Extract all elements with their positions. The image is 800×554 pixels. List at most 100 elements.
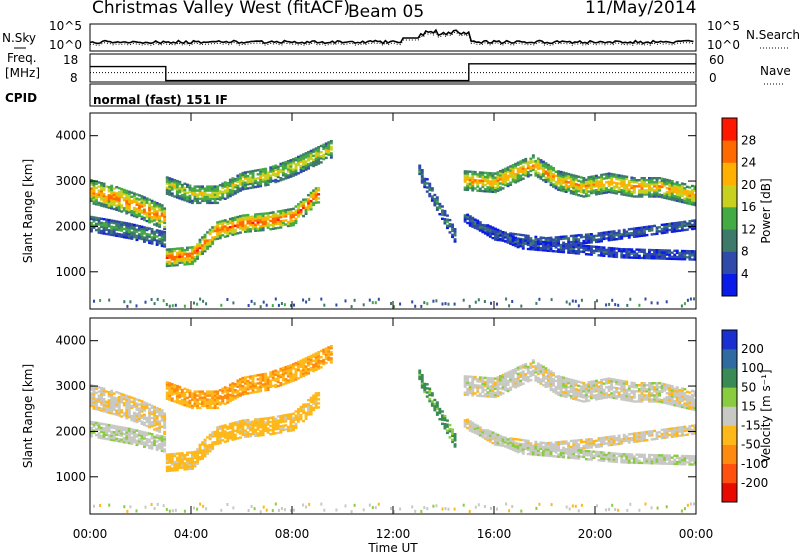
velocity-cell [165,459,169,462]
velocity-cell [266,423,270,426]
velocity-cell [117,427,121,431]
power-cell [264,169,268,173]
velocity-cell [125,409,129,412]
power-cell [140,201,144,204]
power-cell [685,195,689,199]
velocity-cell [309,360,313,364]
power-cell [645,179,649,182]
power-cell [600,236,603,239]
power-cell [251,172,255,175]
velocity-cell [170,467,174,470]
power-cell [564,176,568,179]
power-cell [643,193,646,196]
power-cell [148,202,151,205]
velocity-cell [228,399,232,403]
velocity-cell [302,411,305,415]
power-cell [299,158,303,161]
power-cell [675,197,679,200]
power-cell [557,244,560,247]
power-cell [648,227,651,230]
velocity-cell [557,375,560,378]
power-cell [168,179,172,182]
power-cell [688,196,692,199]
power-cell [226,192,230,195]
power-cell [653,232,656,236]
power-cell [587,245,591,248]
power-cell [279,209,283,213]
power-cell [478,228,482,232]
velocity-cell [261,421,265,425]
power-cell [261,180,265,183]
velocity-cell [100,391,103,394]
power-cell [567,241,571,244]
power-cell [486,182,490,185]
power-cell [451,225,454,228]
velocity-cell [266,419,270,422]
power-cell [539,173,543,176]
velocity-cell [100,389,103,392]
power-cell [529,157,533,160]
power-cell [216,237,220,240]
power-cell [309,193,313,197]
velocity-cell [115,403,119,406]
power-cell [299,200,303,204]
power-cell [279,170,283,174]
velocity-cell [254,386,257,390]
power-cell [211,197,215,200]
velocity-cell [289,415,293,418]
power-cell [110,225,114,228]
power-cell [140,231,144,235]
power-cell [615,190,619,193]
power-cell [486,233,490,237]
velocity-cell [304,405,308,408]
velocity-cell [468,389,472,393]
power-cell [122,207,126,210]
velocity-cell [117,392,121,395]
power-cell [208,201,212,205]
velocity-cell [140,422,144,425]
velocity-cell [206,448,209,451]
power-cell [213,193,217,196]
power-cell [675,191,679,194]
velocity-cell [95,385,98,388]
velocity-cell [430,392,434,395]
velocity-cell [286,373,290,376]
power-cell [640,183,644,186]
power-cell [582,246,586,249]
power-cell [476,221,480,225]
velocity-cell [100,399,103,402]
power-cell [559,248,563,252]
velocity-cell [274,421,278,425]
power-cell [620,252,624,255]
power-cell [249,176,252,179]
power-cell [587,237,591,240]
power-cell [602,231,606,234]
power-cell [117,226,121,230]
power-cell [160,232,164,235]
power-cell [314,151,318,154]
power-cell [254,227,257,230]
power-cell [100,225,103,229]
velocity-cell [186,461,189,465]
power-cell [115,200,119,203]
power-cell [183,182,187,185]
velocity-cell [420,374,424,377]
power-cell [499,231,502,235]
power-cell [675,189,679,192]
velocity-cell [102,387,106,390]
velocity-cell [271,430,275,433]
velocity-cell [226,433,230,437]
power-cell [251,223,255,227]
power-cell [211,201,215,205]
power-cell [223,183,227,186]
velocity-cell [239,422,242,425]
velocity-cell [246,384,250,387]
power-cell [516,161,520,164]
power-cell [520,304,523,308]
power-cell [625,256,629,259]
power-cell [648,185,651,188]
velocity-cell [125,394,129,398]
power-cell [597,188,601,191]
velocity-cell [201,400,204,403]
power-cell [441,217,444,220]
